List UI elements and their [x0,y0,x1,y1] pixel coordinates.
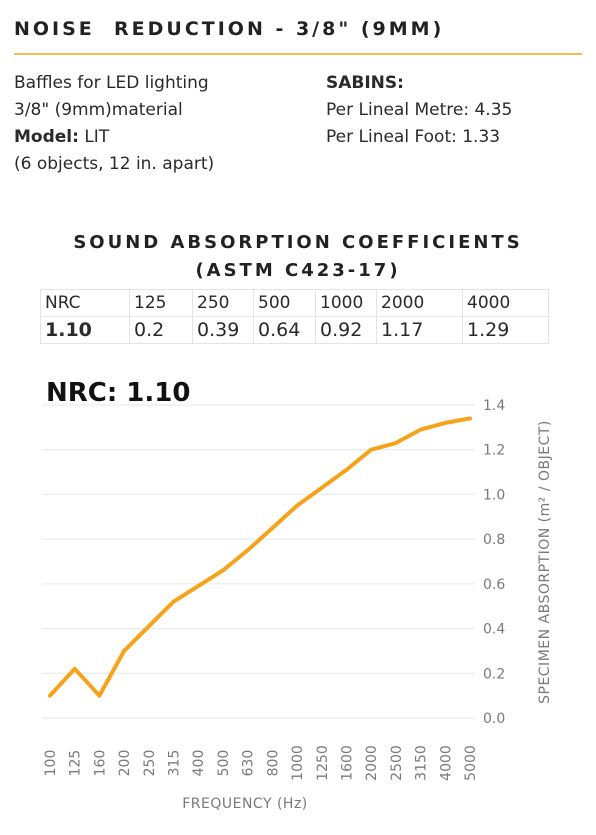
x-tick-label: 3150 [414,745,430,781]
x-axis-label: FREQUENCY (Hz) [182,796,308,812]
x-tick-label: 630 [241,750,257,777]
table-cell: 0.64 [253,316,316,344]
table-cell: 2000 [376,289,463,317]
coefficients-subtitle: (ASTM C423-17) [195,260,401,281]
table-cell: 1.29 [462,316,549,344]
table-cell: 1.17 [376,316,463,344]
x-tick-label: 4000 [438,745,454,781]
y-tick-label: 0.6 [483,577,505,593]
x-tick-label: 200 [117,750,133,777]
sabins-heading: SABINS: [326,73,404,93]
product-description: Baffles for LED lighting [14,73,209,93]
x-tick-label: 400 [191,750,207,777]
table-cell: 1.10 [40,316,130,344]
x-tick-label: 500 [216,750,232,777]
x-tick-label: 1000 [290,745,306,781]
coefficients-title: SOUND ABSORPTION COEFFICIENTS [73,232,523,253]
sabins-per-metre: Per Lineal Metre: 4.35 [326,100,513,120]
table-cell: 250 [192,289,254,317]
product-spacing: (6 objects, 12 in. apart) [14,154,215,174]
table-cell: 0.92 [315,316,377,344]
sabins-info: SABINS: Per Lineal Metre: 4.35 Per Linea… [326,70,512,151]
y-tick-label: 0.0 [483,711,505,727]
model-value: LIT [78,127,110,147]
sabins-per-foot: Per Lineal Foot: 1.33 [326,127,501,147]
y-axis-label: SPECIMEN ABSORPTION (m² / OBJECT) [537,420,553,704]
table-cell: 500 [253,289,316,317]
series-line [48,416,472,698]
x-tick-label: 160 [92,750,108,777]
y-tick-label: 1.2 [483,443,505,459]
product-model: Model: LIT [14,124,214,151]
y-tick-label: 0.4 [483,622,505,638]
page-title: NOISE REDUCTION - 3/8" (9MM) [14,18,445,40]
table-cell: 4000 [462,289,549,317]
x-tick-label: 100 [43,750,59,777]
x-tick-label: 2000 [364,745,380,781]
table-cell: 1000 [315,289,377,317]
x-tick-label: 315 [167,750,183,777]
table-cell: 0.39 [192,316,254,344]
x-tick-label: 1600 [339,745,355,781]
x-tick-label: 5000 [463,745,479,781]
y-tick-label: 0.2 [483,666,505,682]
title-underline [14,53,582,55]
x-tick-label: 125 [68,750,84,777]
coefficients-table: NRC 125 250 500 1000 2000 4000 1.10 0.2 … [40,289,549,344]
x-tick-label: 2500 [389,745,405,781]
x-tick-label: 800 [265,750,281,777]
model-label: Model: [14,127,79,147]
product-info: Baffles for LED lighting 3/8" (9mm)mater… [14,70,214,178]
y-tick-label: 1.4 [483,398,505,414]
y-tick-label: 0.8 [483,532,505,548]
x-tick-label: 250 [142,750,158,777]
nrc-value-label: NRC: 1.10 [46,378,191,408]
y-tick-label: 1.0 [483,487,505,503]
table-header-row: NRC 125 250 500 1000 2000 4000 [40,289,549,317]
product-material: 3/8" (9mm)material [14,100,183,120]
x-tick-label: 1250 [315,745,331,781]
table-row: 1.10 0.2 0.39 0.64 0.92 1.17 1.29 [40,316,549,344]
